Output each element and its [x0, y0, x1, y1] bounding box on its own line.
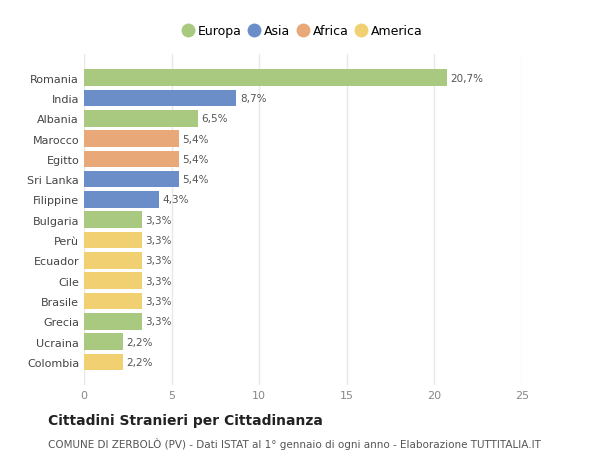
Bar [84, 313, 142, 330]
Bar [84, 293, 142, 310]
Bar [84, 192, 160, 208]
Bar [84, 252, 142, 269]
Bar [84, 111, 198, 127]
Bar [84, 212, 142, 229]
Bar [84, 232, 142, 249]
Bar [84, 131, 179, 147]
Text: 3,3%: 3,3% [145, 297, 172, 307]
Text: 3,3%: 3,3% [145, 256, 172, 266]
Text: 2,2%: 2,2% [126, 337, 152, 347]
Text: 3,3%: 3,3% [145, 215, 172, 225]
Bar [84, 172, 179, 188]
Legend: Europa, Asia, Africa, America: Europa, Asia, Africa, America [179, 22, 427, 42]
Text: 2,2%: 2,2% [126, 357, 152, 367]
Text: COMUNE DI ZERBOLÒ (PV) - Dati ISTAT al 1° gennaio di ogni anno - Elaborazione TU: COMUNE DI ZERBOLÒ (PV) - Dati ISTAT al 1… [48, 437, 541, 449]
Text: 3,3%: 3,3% [145, 276, 172, 286]
Bar [84, 273, 142, 290]
Text: 4,3%: 4,3% [163, 195, 190, 205]
Text: 5,4%: 5,4% [182, 155, 209, 164]
Text: 3,3%: 3,3% [145, 235, 172, 246]
Text: 5,4%: 5,4% [182, 134, 209, 144]
Bar [84, 90, 236, 107]
Text: 20,7%: 20,7% [450, 73, 483, 84]
Bar [84, 354, 122, 370]
Text: 5,4%: 5,4% [182, 175, 209, 185]
Text: 8,7%: 8,7% [240, 94, 266, 104]
Text: Cittadini Stranieri per Cittadinanza: Cittadini Stranieri per Cittadinanza [48, 414, 323, 428]
Bar [84, 151, 179, 168]
Bar [84, 70, 446, 87]
Text: 3,3%: 3,3% [145, 317, 172, 327]
Text: 6,5%: 6,5% [202, 114, 228, 124]
Bar [84, 334, 122, 350]
